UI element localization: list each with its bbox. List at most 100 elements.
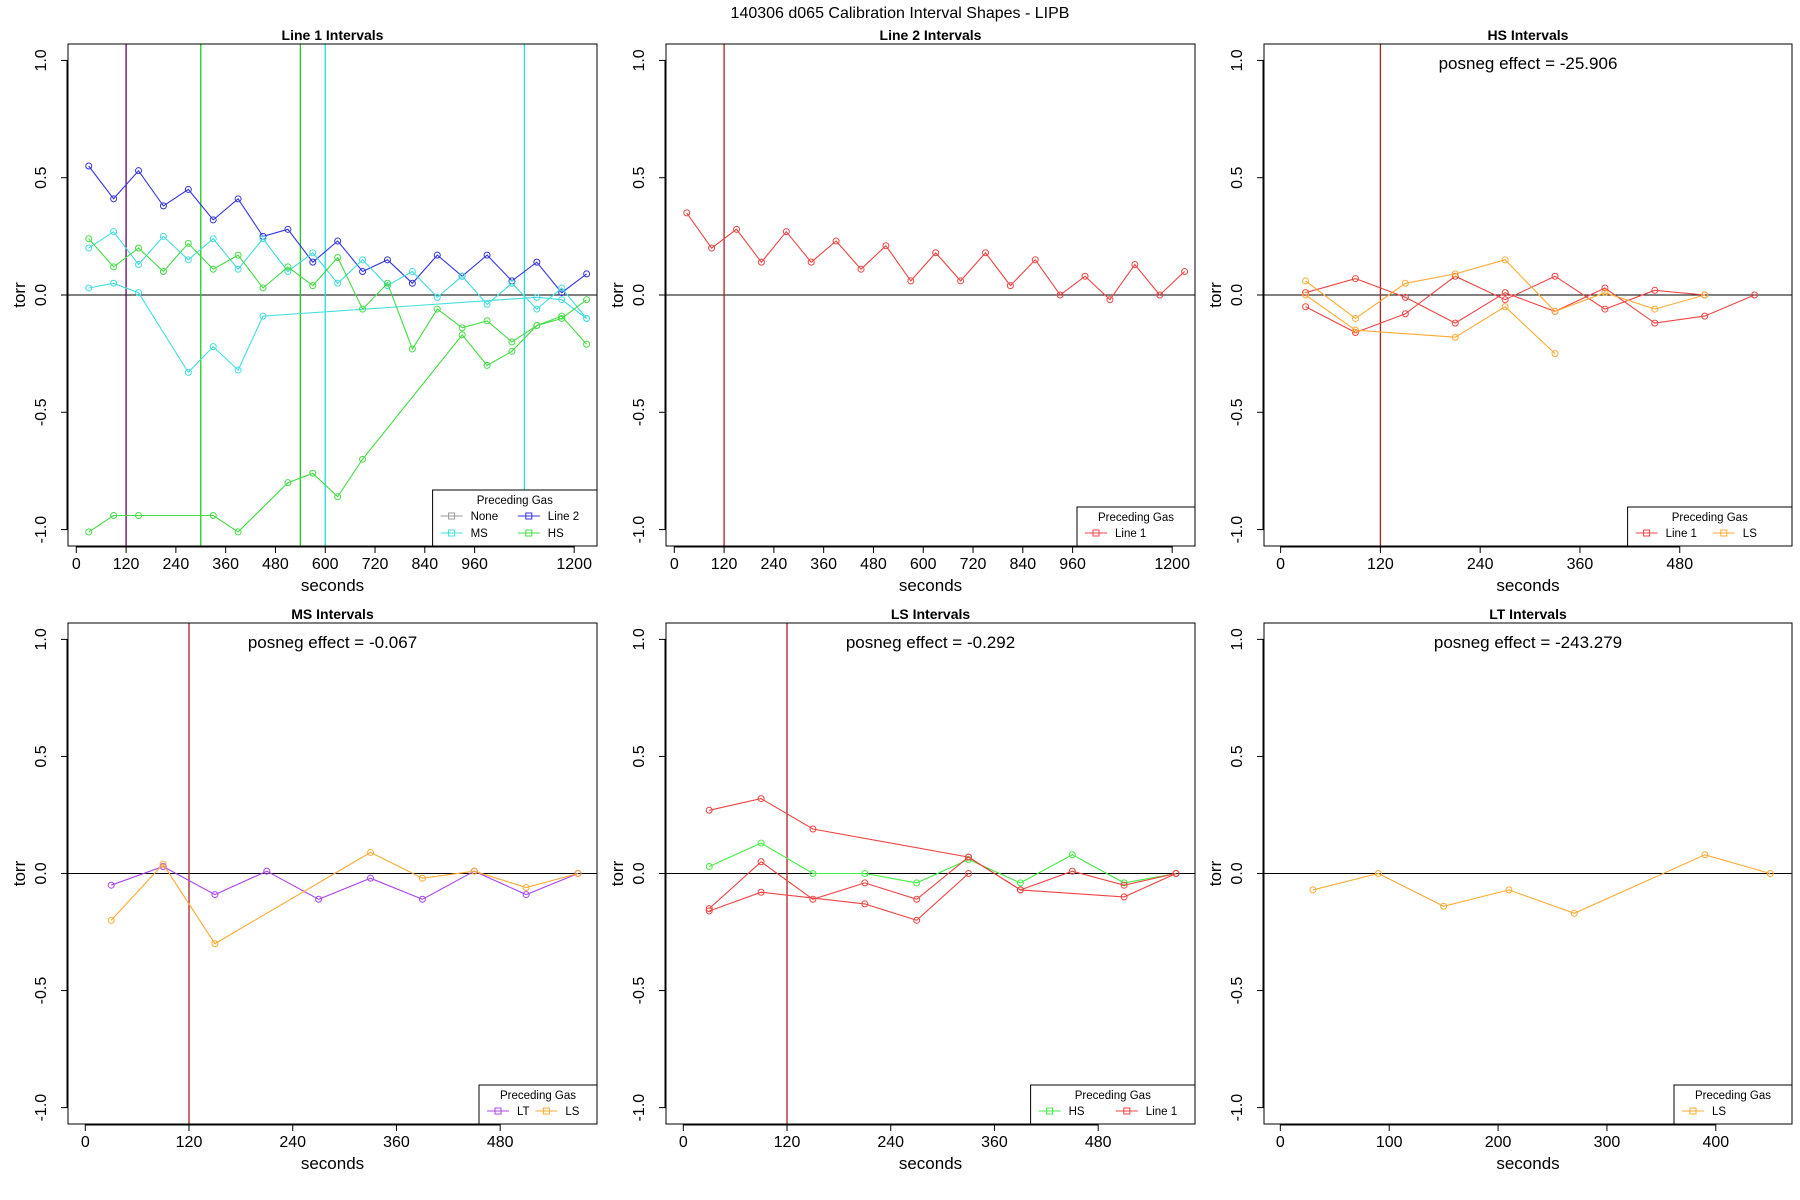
x-tick-label: 360 bbox=[383, 1134, 410, 1151]
data-point bbox=[1651, 319, 1659, 327]
data-point bbox=[334, 493, 342, 501]
x-tick-label: 600 bbox=[910, 556, 937, 573]
x-tick-label: 120 bbox=[113, 556, 140, 573]
data-point bbox=[159, 202, 167, 210]
legend-entry-label: Line 1 bbox=[1146, 1106, 1177, 1118]
legend-swatch-marker bbox=[494, 1107, 502, 1115]
data-point bbox=[1501, 256, 1509, 264]
legend-swatch-marker bbox=[542, 1107, 550, 1115]
posneg-annotation: posneg effect = -0.067 bbox=[248, 633, 417, 652]
data-point bbox=[583, 340, 591, 348]
series-line bbox=[88, 299, 587, 533]
data-point bbox=[1016, 886, 1024, 894]
data-point bbox=[1302, 291, 1310, 299]
data-point bbox=[1601, 289, 1609, 297]
x-tick-label: 1200 bbox=[556, 556, 592, 573]
data-point bbox=[234, 265, 242, 273]
data-point bbox=[809, 825, 817, 833]
data-point bbox=[807, 258, 815, 266]
legend: Preceding Gas LS bbox=[1673, 1084, 1793, 1125]
x-tick-label: 0 bbox=[1276, 556, 1285, 573]
x-tick-label: 480 bbox=[1085, 1134, 1112, 1151]
x-axis-label: seconds bbox=[899, 1154, 962, 1173]
x-tick-label: 480 bbox=[487, 1134, 514, 1151]
data-point bbox=[383, 279, 391, 287]
data-point bbox=[1451, 270, 1459, 278]
x-tick-label: 300 bbox=[1594, 1134, 1621, 1151]
data-point bbox=[334, 237, 342, 245]
data-point bbox=[1451, 272, 1459, 280]
data-point bbox=[683, 209, 691, 217]
data-point bbox=[284, 263, 292, 271]
data-point bbox=[1351, 326, 1359, 334]
data-point bbox=[135, 512, 143, 520]
legend-box bbox=[1076, 506, 1196, 547]
data-point bbox=[1172, 870, 1180, 877]
y-tick-label: 1.0 bbox=[33, 49, 50, 71]
data-point bbox=[1751, 291, 1759, 299]
data-point bbox=[458, 324, 466, 332]
data-point bbox=[558, 284, 566, 292]
x-tick-label: 480 bbox=[860, 556, 887, 573]
data-point bbox=[1131, 261, 1139, 269]
y-tick-label: 0.0 bbox=[33, 284, 50, 306]
data-point bbox=[1551, 350, 1559, 358]
data-point bbox=[418, 874, 426, 882]
data-point bbox=[367, 848, 375, 856]
legend-entry-label: LS bbox=[565, 1106, 579, 1118]
y-tick-label: -0.5 bbox=[33, 977, 50, 1005]
legend-entry-label: MS bbox=[471, 528, 489, 540]
data-point bbox=[284, 225, 292, 233]
data-point bbox=[1501, 289, 1509, 297]
data-point bbox=[184, 185, 192, 193]
data-point bbox=[1401, 310, 1409, 318]
x-tick-label: 0 bbox=[679, 1134, 688, 1151]
y-tick-label: 0.5 bbox=[1229, 745, 1246, 767]
data-point bbox=[1701, 851, 1709, 859]
data-point bbox=[1006, 282, 1014, 290]
y-tick-label: 0.5 bbox=[631, 745, 648, 767]
data-point bbox=[1501, 296, 1509, 304]
data-point bbox=[1068, 867, 1076, 875]
data-point bbox=[234, 366, 242, 374]
legend: Preceding Gas None Line 2 MS HS bbox=[432, 489, 598, 547]
data-point bbox=[470, 867, 478, 875]
data-point bbox=[408, 268, 416, 276]
data-point bbox=[284, 479, 292, 487]
data-point bbox=[209, 265, 217, 273]
series-line bbox=[708, 842, 1177, 884]
data-point bbox=[583, 314, 591, 322]
x-tick-label: 120 bbox=[1367, 556, 1394, 573]
data-point bbox=[809, 895, 817, 903]
data-point bbox=[209, 343, 217, 351]
data-point bbox=[1651, 305, 1659, 313]
data-point bbox=[522, 891, 530, 899]
data-point bbox=[1016, 879, 1024, 887]
legend-box bbox=[1030, 1084, 1196, 1125]
data-point bbox=[418, 895, 426, 903]
legend-entry-label: Line 1 bbox=[1115, 528, 1146, 540]
y-tick-label: -1.0 bbox=[33, 516, 50, 544]
data-point bbox=[705, 806, 713, 814]
chart-panel-5: LS Intervals 0 120 240 360 480 seconds -1.0 -0.5… bbox=[608, 606, 1196, 1173]
x-tick-label: 720 bbox=[362, 556, 389, 573]
y-tick-label: 0.5 bbox=[33, 166, 50, 188]
data-point bbox=[309, 258, 317, 266]
data-point bbox=[1351, 314, 1359, 322]
data-point bbox=[85, 162, 93, 170]
data-point bbox=[159, 232, 167, 240]
legend-entry-label: LS bbox=[1712, 1106, 1726, 1118]
data-point bbox=[882, 242, 890, 250]
y-tick-label: -1.0 bbox=[1229, 516, 1246, 544]
chart-title: LT Intervals bbox=[1489, 606, 1567, 622]
x-tick-label: 0 bbox=[1276, 1134, 1285, 1151]
data-point bbox=[85, 284, 93, 292]
series-line bbox=[88, 282, 587, 374]
data-point bbox=[1505, 886, 1513, 894]
data-point bbox=[359, 256, 367, 264]
data-point bbox=[259, 235, 267, 243]
data-point bbox=[861, 870, 869, 877]
x-tick-label: 240 bbox=[163, 556, 190, 573]
series-line bbox=[111, 865, 579, 900]
data-point bbox=[965, 853, 973, 861]
